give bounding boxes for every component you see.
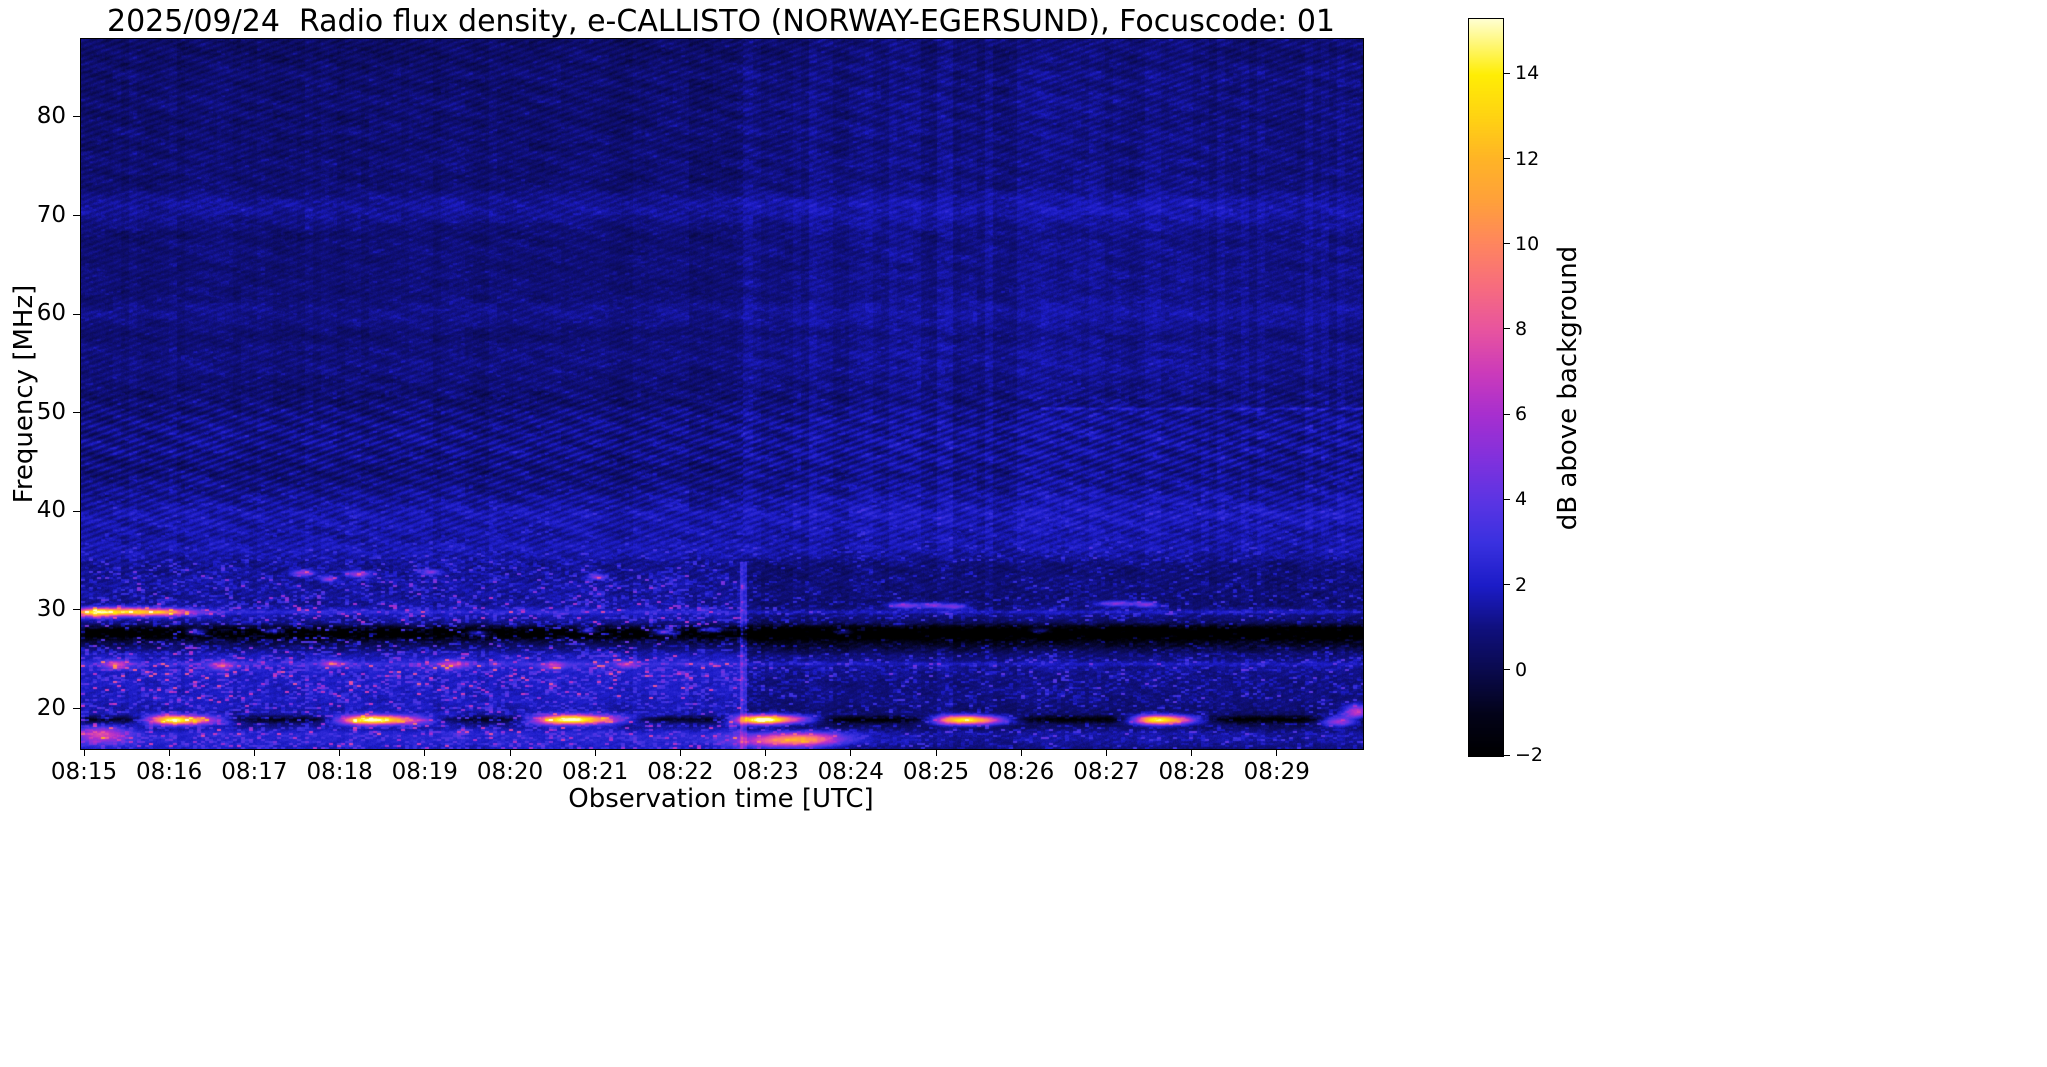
colorbar — [1468, 18, 1504, 757]
y-tick-label: 60 — [36, 300, 66, 327]
spectrogram-canvas — [81, 39, 1363, 749]
x-tick-mark — [424, 749, 426, 756]
spectrogram-plot-area — [80, 38, 1364, 750]
colorbar-tick-mark — [1504, 754, 1510, 756]
colorbar-tick-mark — [1504, 498, 1510, 500]
y-tick-label: 70 — [36, 201, 66, 228]
colorbar-tick-label: −2 — [1515, 744, 1544, 766]
colorbar-tick-mark — [1504, 413, 1510, 415]
x-tick-label: 08:28 — [1158, 759, 1225, 785]
y-tick-label: 80 — [36, 102, 66, 129]
x-tick-mark — [850, 749, 852, 756]
y-tick-mark — [73, 412, 80, 414]
x-tick-label: 08:19 — [391, 759, 458, 785]
colorbar-label: dB above background — [1553, 245, 1583, 531]
x-tick-label: 08:16 — [136, 759, 203, 785]
colorbar-tick-label: 6 — [1515, 403, 1528, 426]
x-tick-mark — [594, 749, 596, 756]
colorbar-tick-label: 2 — [1515, 573, 1528, 596]
colorbar-tick-mark — [1504, 328, 1510, 330]
x-tick-label: 08:23 — [732, 759, 799, 785]
x-tick-mark — [1105, 749, 1107, 756]
x-tick-label: 08:18 — [306, 759, 373, 785]
y-tick-label: 40 — [36, 497, 66, 524]
colorbar-tick-label: 14 — [1515, 62, 1540, 85]
y-tick-mark — [73, 609, 80, 611]
x-tick-label: 08:22 — [647, 759, 714, 785]
x-tick-mark — [1191, 749, 1193, 756]
x-tick-label: 08:21 — [562, 759, 629, 785]
colorbar-tick-label: 4 — [1515, 488, 1528, 511]
colorbar-tick-label: 12 — [1515, 147, 1540, 170]
x-tick-label: 08:17 — [221, 759, 288, 785]
x-tick-mark — [935, 749, 937, 756]
x-tick-label: 08:29 — [1243, 759, 1310, 785]
x-tick-mark — [168, 749, 170, 756]
y-tick-mark — [73, 708, 80, 710]
x-tick-mark — [1020, 749, 1022, 756]
colorbar-tick-mark — [1504, 584, 1510, 586]
y-tick-label: 20 — [36, 694, 66, 721]
x-tick-mark — [509, 749, 511, 756]
x-tick-mark — [679, 749, 681, 756]
x-axis-label: Observation time [UTC] — [568, 784, 874, 814]
colorbar-tick-label: 8 — [1515, 317, 1528, 340]
y-axis-label: Frequency [MHz] — [9, 284, 39, 504]
x-tick-mark — [765, 749, 767, 756]
y-tick-mark — [73, 116, 80, 118]
colorbar-tick-label: 0 — [1515, 658, 1528, 681]
x-tick-mark — [339, 749, 341, 756]
x-tick-mark — [1276, 749, 1278, 756]
colorbar-tick-label: 10 — [1515, 232, 1540, 255]
x-tick-mark — [253, 749, 255, 756]
colorbar-tick-mark — [1504, 669, 1510, 671]
colorbar-tick-mark — [1504, 243, 1510, 245]
x-tick-label: 08:26 — [988, 759, 1055, 785]
x-tick-label: 08:15 — [50, 759, 118, 785]
y-tick-label: 30 — [36, 595, 66, 622]
x-tick-mark — [83, 749, 85, 756]
chart-title: 2025/09/24 Radio flux density, e-CALLIST… — [107, 4, 1335, 39]
x-tick-label: 08:20 — [476, 759, 544, 785]
colorbar-tick-mark — [1504, 158, 1510, 160]
y-tick-mark — [73, 510, 80, 512]
x-tick-label: 08:24 — [817, 759, 884, 785]
y-tick-mark — [73, 215, 80, 216]
y-tick-label: 50 — [36, 398, 66, 425]
x-tick-label: 08:25 — [902, 759, 970, 785]
x-tick-label: 08:27 — [1073, 759, 1140, 785]
colorbar-tick-mark — [1504, 72, 1510, 74]
y-tick-mark — [73, 313, 80, 315]
